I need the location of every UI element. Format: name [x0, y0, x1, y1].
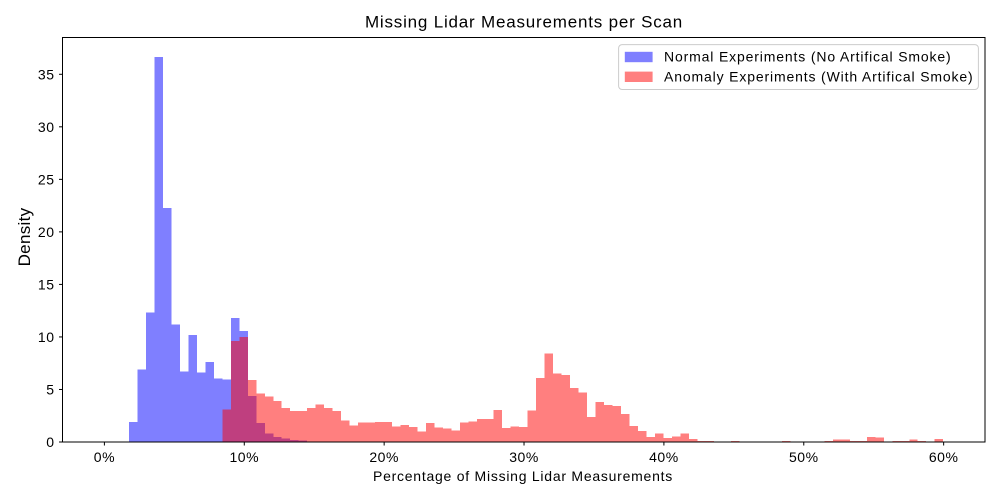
- svg-text:Density: Density: [15, 207, 34, 266]
- svg-text:Normal Experiments (No Artific: Normal Experiments (No Artifical Smoke): [664, 49, 952, 65]
- svg-text:Percentage of Missing Lidar Me: Percentage of Missing Lidar Measurements: [373, 468, 673, 484]
- svg-text:35: 35: [38, 66, 55, 82]
- svg-text:15: 15: [38, 276, 55, 292]
- svg-text:40%: 40%: [649, 449, 679, 465]
- svg-text:0: 0: [46, 434, 54, 450]
- svg-text:0%: 0%: [94, 449, 115, 465]
- svg-text:Anomaly Experiments (With Arti: Anomaly Experiments (With Artifical Smok…: [664, 68, 974, 84]
- svg-text:10%: 10%: [230, 449, 260, 465]
- svg-text:25: 25: [38, 171, 55, 187]
- svg-text:Missing Lidar Measurements per: Missing Lidar Measurements per Scan: [365, 12, 683, 31]
- svg-text:30: 30: [38, 119, 55, 135]
- svg-text:20%: 20%: [369, 449, 399, 465]
- svg-text:10: 10: [38, 329, 55, 345]
- svg-text:20: 20: [38, 224, 55, 240]
- svg-text:50%: 50%: [789, 449, 819, 465]
- svg-text:60%: 60%: [929, 449, 959, 465]
- svg-text:5: 5: [46, 381, 54, 397]
- svg-text:30%: 30%: [509, 449, 539, 465]
